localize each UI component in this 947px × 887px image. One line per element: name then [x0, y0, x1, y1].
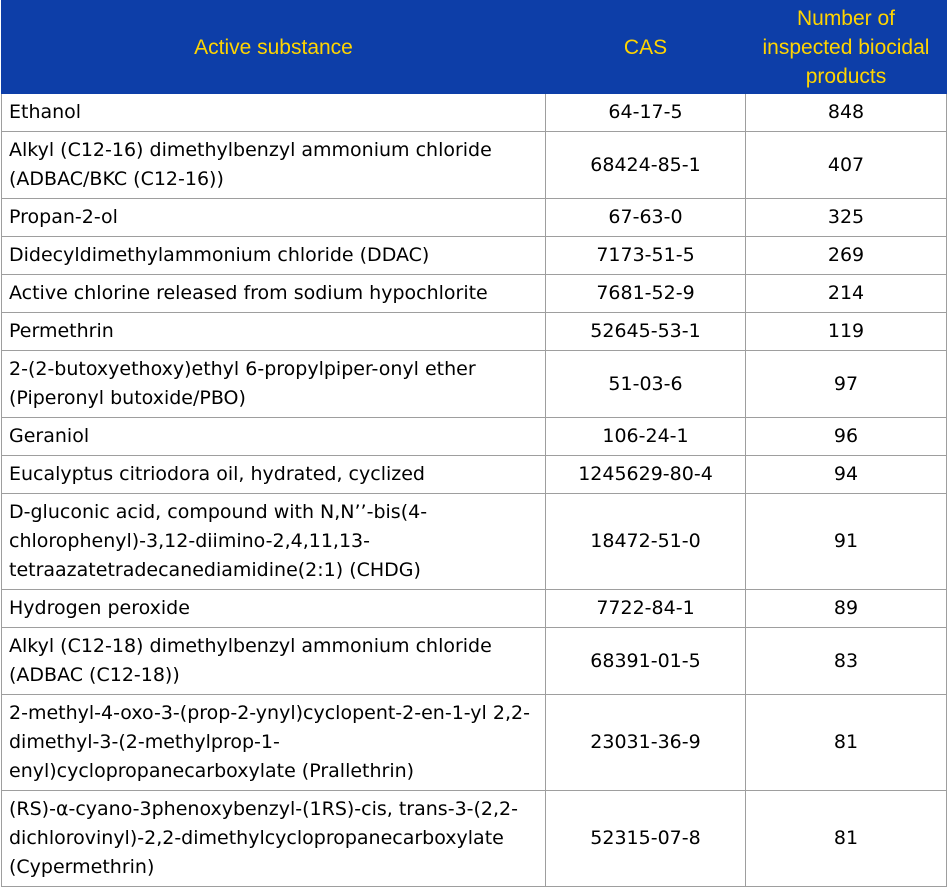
product-count-cell: 325: [745, 198, 947, 237]
cas-cell: 64-17-5: [545, 93, 746, 132]
header-number-of-products-line: products: [805, 64, 887, 88]
cas-cell: 52315-07-8: [545, 790, 746, 887]
product-count-cell: 407: [745, 131, 947, 199]
product-count-cell: 269: [745, 236, 947, 275]
table-row: Geraniol 106-24-1 96: [1, 417, 947, 456]
substance-cell: Active chlorine released from sodium hyp…: [1, 274, 546, 313]
product-count-cell: 91: [745, 493, 947, 590]
substance-cell: Geraniol: [1, 417, 546, 456]
substance-cell: 2-methyl-4-oxo-3-(prop-2-ynyl)cyclopent-…: [1, 694, 546, 791]
substance-cell: Alkyl (C12-18) dimethylbenzyl ammonium c…: [1, 627, 546, 695]
cas-cell: 1245629-80-4: [545, 455, 746, 494]
substance-cell: Eucalyptus citriodora oil, hydrated, cyc…: [1, 455, 546, 494]
product-count-cell: 96: [745, 417, 947, 456]
cas-cell: 68391-01-5: [545, 627, 746, 695]
table-body: Ethanol 64-17-5 848 Alkyl (C12-16) dimethyl…: [1, 93, 947, 887]
substance-cell: 2-(2-butoxyethoxy)ethyl 6-propylpiper-on…: [1, 350, 546, 418]
table-header-row: Active substance CAS Number of inspected…: [1, 0, 947, 94]
cas-cell: 67-63-0: [545, 198, 746, 237]
cas-cell: 7173-51-5: [545, 236, 746, 275]
table-row: 2-methyl-4-oxo-3-(prop-2-ynyl)cyclopent-…: [1, 694, 947, 791]
product-count-cell: 214: [745, 274, 947, 313]
substance-cell: Ethanol: [1, 93, 546, 132]
table-row: Hydrogen peroxide 7722-84-1 89: [1, 589, 947, 628]
substance-cell: Permethrin: [1, 312, 546, 351]
substance-cell: Hydrogen peroxide: [1, 589, 546, 628]
product-count-cell: 119: [745, 312, 947, 351]
cas-cell: 18472-51-0: [545, 493, 746, 590]
table-row: Eucalyptus citriodora oil, hydrated, cyc…: [1, 455, 947, 494]
header-number-of-products-line: Number of: [796, 6, 896, 30]
substance-cell: Didecyldimethylammonium chloride (DDAC): [1, 236, 546, 275]
header-number-of-products: Number of inspected biocidal products: [745, 0, 947, 94]
table-row: Active chlorine released from sodium hyp…: [1, 274, 947, 313]
table-row: Ethanol 64-17-5 848: [1, 93, 947, 132]
substance-cell: (RS)-α-cyano-3phenoxybenzyl-(1RS)-cis, t…: [1, 790, 546, 887]
product-count-cell: 83: [745, 627, 947, 695]
substance-cell: D-gluconic acid, compound with N,N’’-bis…: [1, 493, 546, 590]
table-row: Permethrin 52645-53-1 119: [1, 312, 947, 351]
product-count-cell: 97: [745, 350, 947, 418]
product-count-cell: 94: [745, 455, 947, 494]
table-row: Propan-2-ol 67-63-0 325: [1, 198, 947, 237]
product-count-cell: 81: [745, 790, 947, 887]
cas-cell: 68424-85-1: [545, 131, 746, 199]
header-active-substance: Active substance: [1, 0, 546, 94]
product-count-cell: 848: [745, 93, 947, 132]
substance-cell: Propan-2-ol: [1, 198, 546, 237]
cas-cell: 51-03-6: [545, 350, 746, 418]
header-cas: CAS: [545, 0, 746, 94]
header-number-of-products-line: inspected biocidal: [762, 35, 930, 59]
table-row: D-gluconic acid, compound with N,N’’-bis…: [1, 493, 947, 590]
table-row: 2-(2-butoxyethoxy)ethyl 6-propylpiper-on…: [1, 350, 947, 418]
table-row: (RS)-α-cyano-3phenoxybenzyl-(1RS)-cis, t…: [1, 790, 947, 887]
table-row: Didecyldimethylammonium chloride (DDAC) 7…: [1, 236, 947, 275]
cas-cell: 52645-53-1: [545, 312, 746, 351]
product-count-cell: 81: [745, 694, 947, 791]
table-row: Alkyl (C12-16) dimethylbenzyl ammonium c…: [1, 131, 947, 199]
product-count-cell: 89: [745, 589, 947, 628]
cas-cell: 7722-84-1: [545, 589, 746, 628]
cas-cell: 106-24-1: [545, 417, 746, 456]
cas-cell: 7681-52-9: [545, 274, 746, 313]
table-row: Alkyl (C12-18) dimethylbenzyl ammonium c…: [1, 627, 947, 695]
cas-cell: 23031-36-9: [545, 694, 746, 791]
substance-cell: Alkyl (C12-16) dimethylbenzyl ammonium c…: [1, 131, 546, 199]
